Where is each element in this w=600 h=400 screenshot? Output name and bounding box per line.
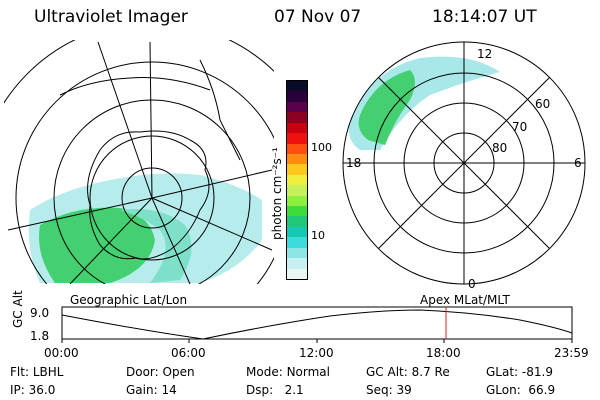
mlt-label-0: 0 <box>468 277 476 291</box>
colorbar <box>286 80 308 280</box>
colorbar-swatch <box>287 91 307 102</box>
footer-glat: GLat: -81.9 <box>486 365 553 379</box>
altitude-xtick-4: 23:59 <box>554 346 589 360</box>
footer-seq: Seq: 39 <box>366 383 412 397</box>
footer-dsp: Dsp: 2.1 <box>246 383 304 397</box>
colorbar-swatch <box>287 195 307 207</box>
date-label: 07 Nov 07 <box>274 7 362 27</box>
footer-door: Door: Open <box>126 365 195 379</box>
footer-gc-alt: GC Alt: 8.7 Re <box>366 365 450 379</box>
altitude-curve <box>61 309 573 340</box>
colorbar-swatch <box>287 268 307 280</box>
colorbar-swatch <box>287 258 307 269</box>
colorbar-swatch <box>287 237 307 248</box>
colorbar-tick-100: 100 <box>311 141 332 154</box>
mlat-label-80: 80 <box>492 141 508 155</box>
mlat-label-70: 70 <box>512 120 528 134</box>
altitude-xtick-1: 06:00 <box>171 346 206 360</box>
mlt-lines <box>343 42 585 284</box>
coastline <box>87 130 210 260</box>
colorbar-swatch <box>287 216 307 227</box>
altitude-xtick-2: 12:00 <box>299 346 334 360</box>
altitude-plot-frame <box>61 306 573 340</box>
colorbar-swatch <box>287 185 307 196</box>
altitude-xtick-0: 00:00 <box>44 346 79 360</box>
mlat-label-60: 60 <box>535 97 551 111</box>
left-map-caption: Geographic Lat/Lon <box>70 293 188 307</box>
colorbar-swatch <box>287 247 307 259</box>
colorbar-swatch <box>287 174 307 186</box>
right-map-caption: Apex MLat/MLT <box>420 293 510 307</box>
time-label: 18:14:07 UT <box>432 7 537 27</box>
colorbar-tick-10: 10 <box>311 229 325 242</box>
aurora-emission-left-bright <box>39 207 155 283</box>
footer-ip: IP: 36.0 <box>10 383 56 397</box>
mlt-label-6: 6 <box>574 156 582 170</box>
colorbar-swatch <box>287 133 307 144</box>
footer-gain: Gain: 14 <box>126 383 177 397</box>
colorbar-swatch <box>287 153 307 165</box>
footer-mode: Mode: Normal <box>246 365 330 379</box>
mlt-label-12: 12 <box>477 47 493 61</box>
colorbar-swatch <box>287 164 307 175</box>
colorbar-swatch <box>287 81 307 92</box>
colorbar-swatch <box>287 206 307 217</box>
footer-flt: Flt: LBHL <box>10 365 64 379</box>
meridian-lines <box>7 41 273 284</box>
colorbar-swatch <box>287 101 307 113</box>
colorbar-swatch <box>287 143 307 154</box>
colorbar-swatch <box>287 122 307 134</box>
altitude-xtick-3: 18:00 <box>426 346 461 360</box>
colorbar-swatch <box>287 112 307 123</box>
mlt-label-18: 18 <box>346 156 362 170</box>
altitude-ytick-bottom: 1.8 <box>30 329 50 343</box>
footer-glon: GLon: 66.9 <box>486 383 556 397</box>
altitude-ytick-top: 9.0 <box>30 306 50 320</box>
instrument-title: Ultraviolet Imager <box>34 7 188 27</box>
colorbar-swatch <box>287 226 307 238</box>
altitude-ylabel: GC Alt <box>11 290 25 328</box>
aurora-emission-right-bright <box>358 70 415 145</box>
